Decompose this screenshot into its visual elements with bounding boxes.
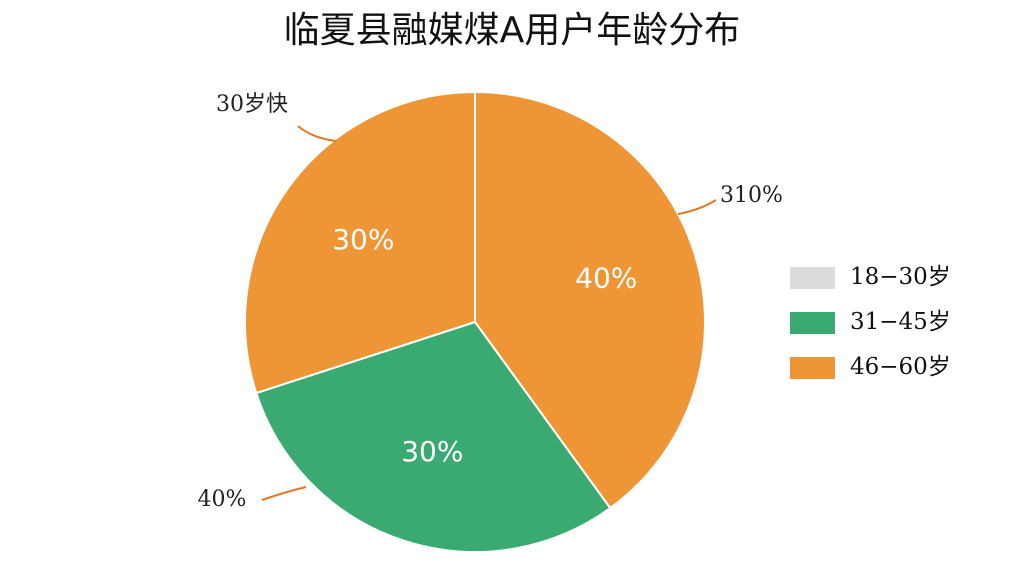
leader-line: [297, 125, 337, 142]
pie-slice: [254, 320, 612, 553]
slice-label: 30%: [332, 223, 394, 256]
legend-swatch: [790, 312, 835, 334]
legend-label: 46−60岁: [850, 354, 951, 380]
leader-line: [261, 486, 307, 501]
legend-label: 18−30岁: [850, 264, 951, 290]
legend-swatch: [790, 357, 835, 379]
annotation: 40%: [198, 487, 247, 512]
annotation: 310%: [720, 183, 783, 208]
annotation: 30岁快: [216, 92, 288, 117]
leader-line: [677, 199, 717, 215]
pie-slice: [474, 90, 706, 510]
slice-label: 30%: [401, 435, 463, 468]
legend-label: 31−45岁: [850, 309, 951, 335]
pie-slice: [244, 90, 476, 395]
chart-title: 临夏县融媒煤A用户年龄分布: [284, 10, 741, 51]
slice-label: 40%: [575, 261, 637, 294]
legend-swatch: [790, 267, 835, 289]
